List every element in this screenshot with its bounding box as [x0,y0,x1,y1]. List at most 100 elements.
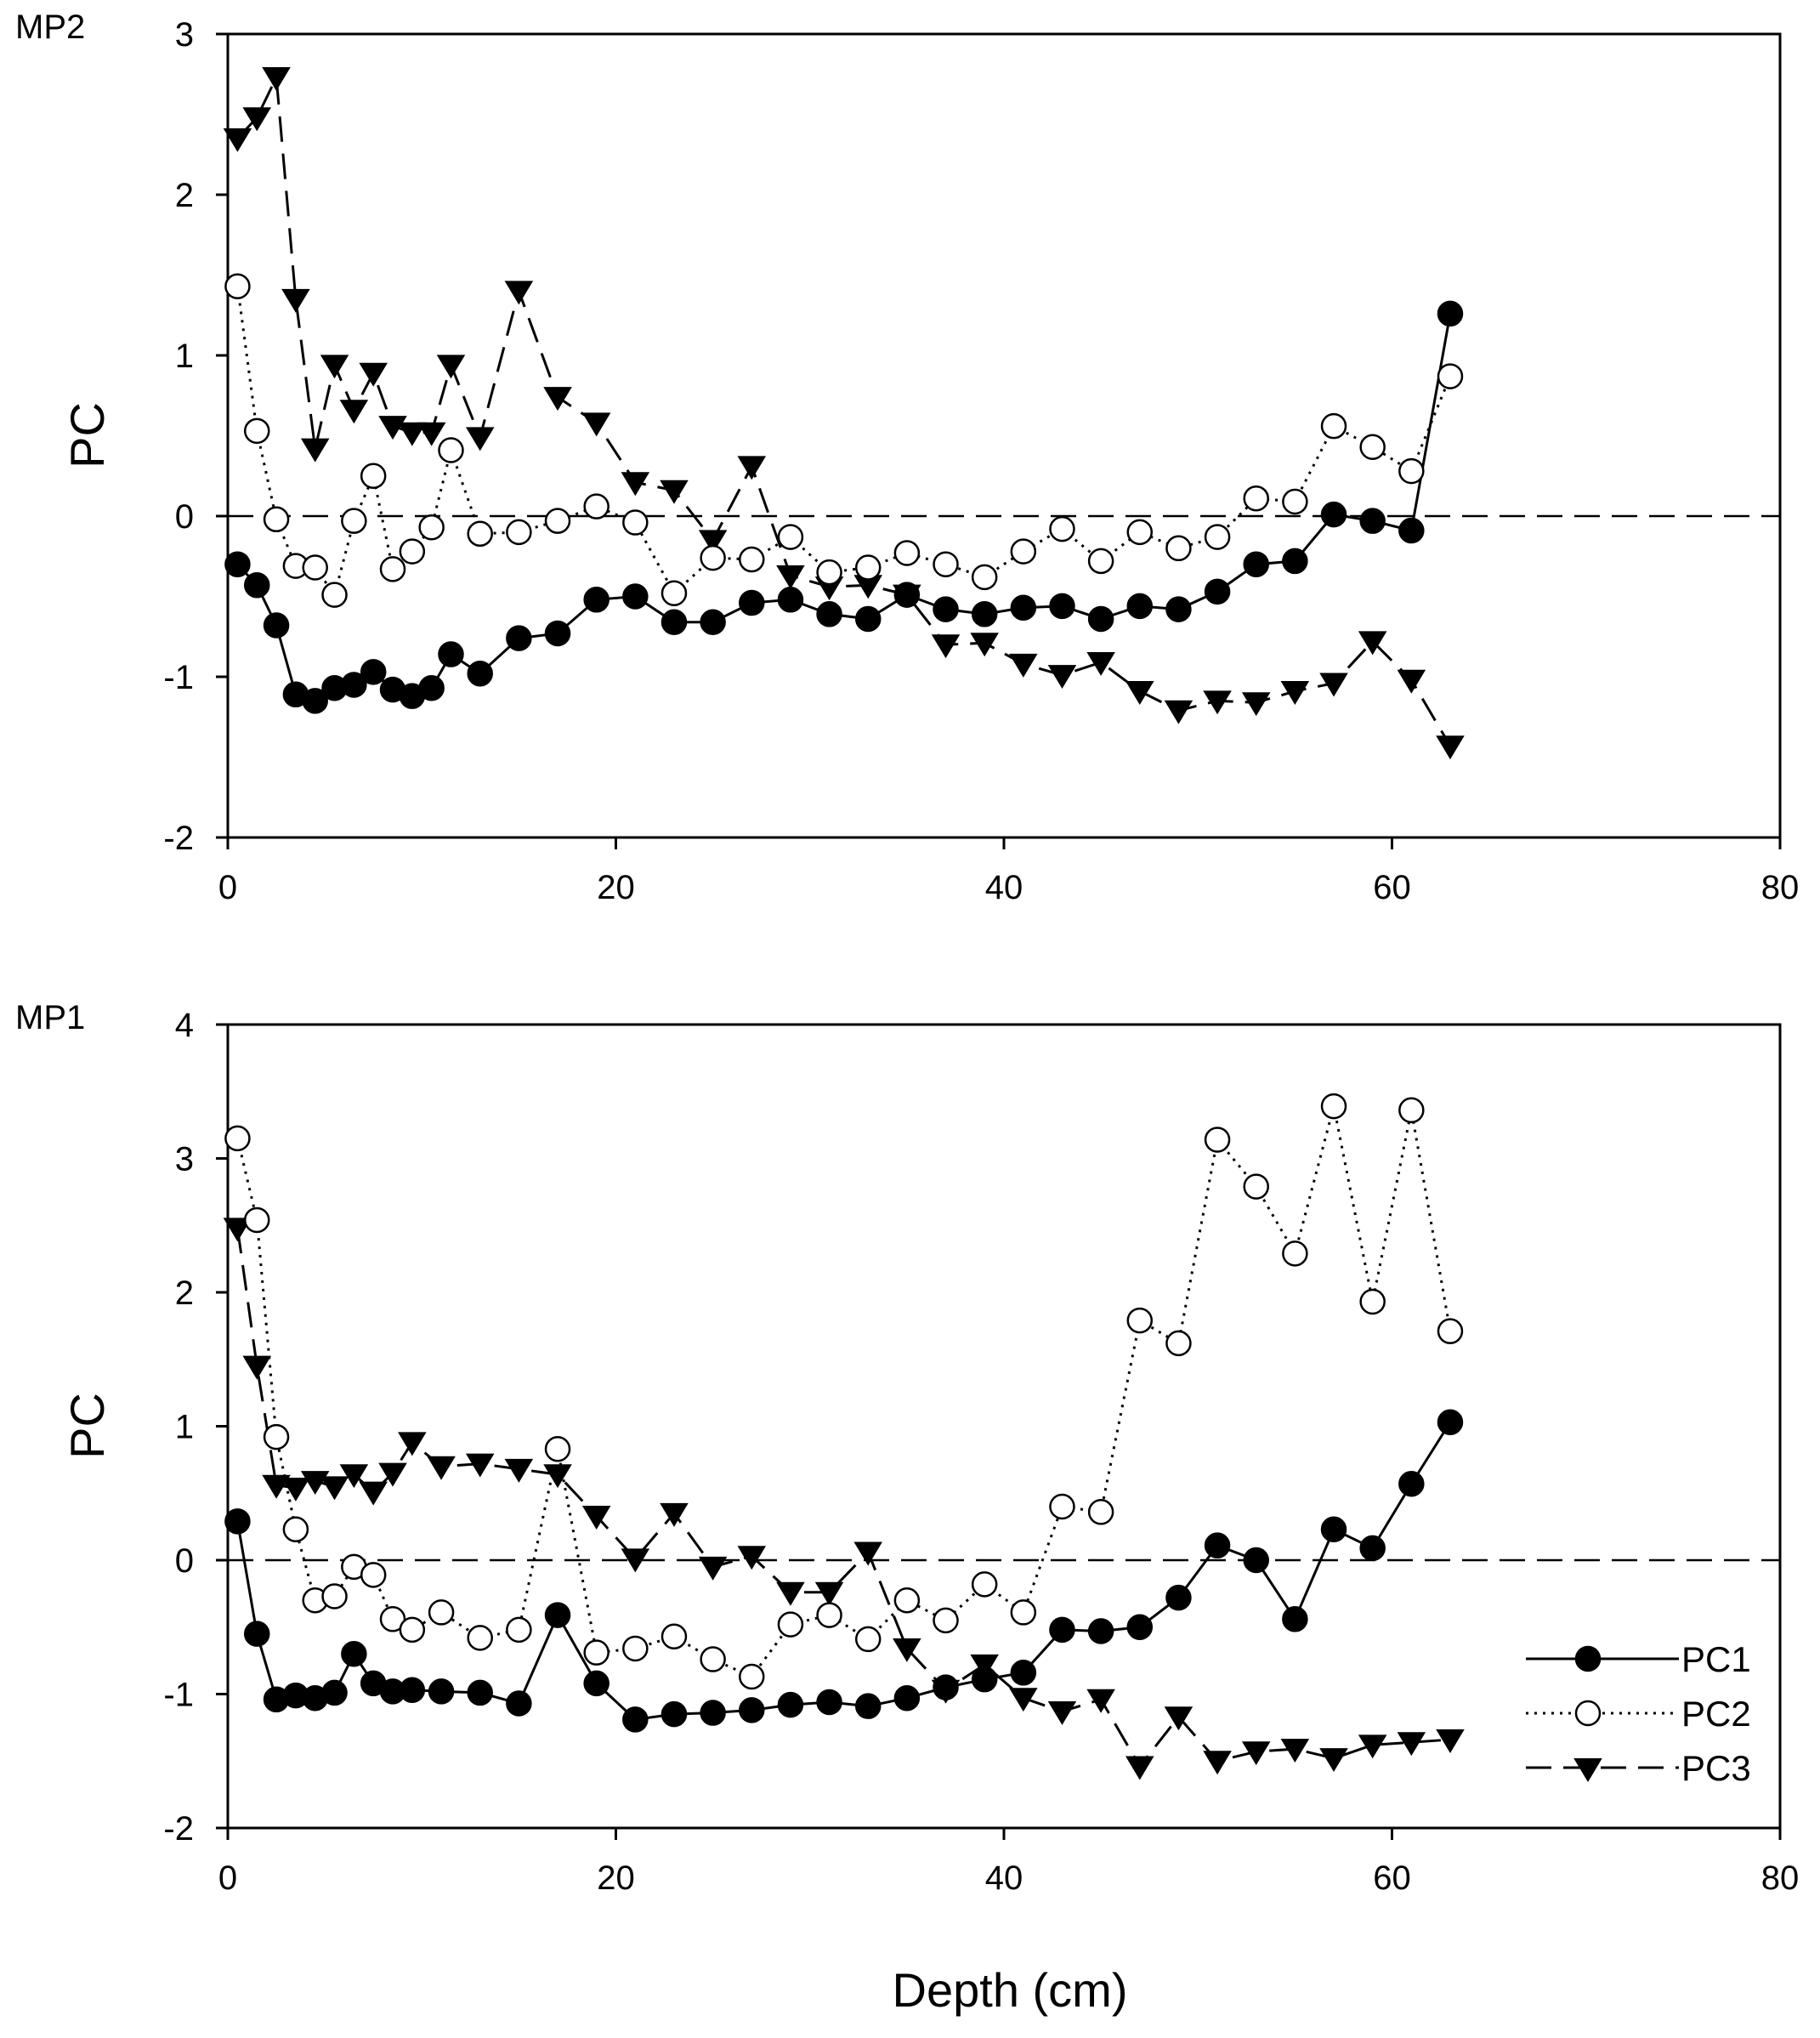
data-point-pc1 [321,1679,348,1706]
data-point-pc3 [1280,681,1310,705]
data-point-pc3 [281,1477,310,1502]
data-point-pc2 [854,1626,882,1653]
data-point-pc2 [467,1625,493,1651]
data-point-pc3 [1009,653,1038,678]
data-point-pc1 [933,1674,959,1700]
data-point-pc1 [1049,1616,1075,1643]
data-point-pc1 [1243,551,1269,577]
data-point-pc1 [933,596,959,622]
data-point-pc1 [428,1678,455,1705]
data-point-pc2 [700,544,726,571]
data-point-pc2 [243,417,270,445]
data-point-pc3 [1125,1756,1154,1780]
data-point-pc2 [777,1611,804,1638]
data-point-pc1 [1243,1547,1269,1574]
data-point-pc3 [1241,1741,1271,1766]
data-point-pc3 [281,288,310,313]
data-point-pc2 [438,437,464,463]
data-point-pc2 [544,1436,571,1462]
data-point-pc3 [1125,681,1154,705]
y-tick-label: -2 [163,1810,194,1848]
data-point-pc2 [777,524,804,550]
data-point-pc2 [1320,412,1347,440]
data-point-pc2 [1359,434,1386,460]
data-point-pc3 [223,1218,252,1242]
x-tick-label: 80 [1761,869,1800,906]
data-point-pc1 [360,659,387,685]
legend-item-pc2: PC2 [1526,1694,1751,1734]
data-point-pc2 [341,508,367,534]
data-point-pc3 [339,1464,369,1489]
y-axis-title: PC [60,402,114,468]
data-point-pc1 [1320,501,1347,528]
data-point-pc3 [398,1432,427,1456]
data-point-pc3 [853,1541,882,1566]
data-point-pc3 [1047,665,1077,690]
data-point-pc2 [583,1639,610,1666]
data-point-pc2 [971,564,998,591]
y-tick-label: -1 [163,659,194,696]
data-point-pc1 [224,551,251,577]
data-point-pc1 [243,572,270,599]
data-point-pc3 [417,422,446,446]
data-point-pc1 [1087,605,1114,633]
data-point-pc2 [622,1635,649,1662]
data-point-pc2 [467,520,493,548]
series-line-pc3 [236,72,1452,747]
data-point-pc3 [1397,1732,1426,1757]
data-point-pc3 [1358,1734,1387,1759]
data-point-pc2 [379,556,406,582]
data-point-pc2 [661,580,688,606]
data-point-pc2 [893,1587,921,1614]
data-point-pc2 [1359,1288,1386,1315]
data-point-pc3 [427,1456,456,1480]
data-point-pc1 [893,1684,921,1712]
data-point-pc3 [1009,1688,1038,1712]
y-tick-label: 1 [175,1409,194,1446]
data-point-pc1 [583,587,610,613]
data-point-pc2 [661,1623,688,1650]
data-point-pc2 [321,1583,348,1609]
data-point-pc2 [1204,1127,1231,1153]
data-point-pc3 [1241,692,1271,717]
panel-mp1: MP1 -2 -1 0 1 2 3 4 0 20 40 60 80 PC PC1 PC2 PC3 [15,999,1799,1897]
data-point-pc1 [661,609,688,635]
x-tick-label: 20 [597,869,635,906]
series-line-pc1 [236,313,1452,703]
data-point-pc2 [1087,548,1114,575]
data-point-pc1 [544,1602,571,1628]
y-tick-label: 3 [175,1141,194,1178]
data-point-pc1 [1204,1532,1231,1558]
data-point-pc2 [399,1616,426,1643]
data-point-pc3 [378,1462,407,1487]
data-point-pc2 [1437,363,1464,389]
data-point-pc3 [581,1506,611,1530]
data-point-pc1 [622,583,649,610]
data-point-pc3 [621,472,650,497]
x-tick-label: 80 [1761,1859,1800,1897]
data-point-pc1 [700,1700,726,1726]
y-tick-label: 4 [175,1007,194,1044]
data-point-pc3 [242,107,272,132]
data-point-pc2 [816,1602,842,1628]
data-point-pc3 [1397,669,1426,694]
data-point-pc1 [544,620,571,647]
data-point-pc3 [300,438,330,463]
data-point-pc1 [893,582,921,608]
data-point-pc3 [660,1502,689,1527]
data-point-pc2 [506,1616,532,1643]
data-point-pc1 [1087,1618,1114,1644]
data-point-pc2 [1320,1093,1347,1120]
data-point-pc3 [465,427,495,451]
data-point-pc2 [893,540,921,566]
data-point-pc3 [776,1581,805,1606]
data-point-pc2 [224,273,251,299]
data-point-pc3 [1164,1706,1193,1731]
data-point-pc3 [398,422,427,446]
x-tick-label: 60 [1373,869,1411,906]
data-point-pc2 [263,1423,290,1450]
data-point-pc2 [933,551,959,577]
panel-label: MP1 [15,999,85,1036]
panel-label: MP2 [15,9,85,46]
data-point-pc2 [1243,485,1269,512]
